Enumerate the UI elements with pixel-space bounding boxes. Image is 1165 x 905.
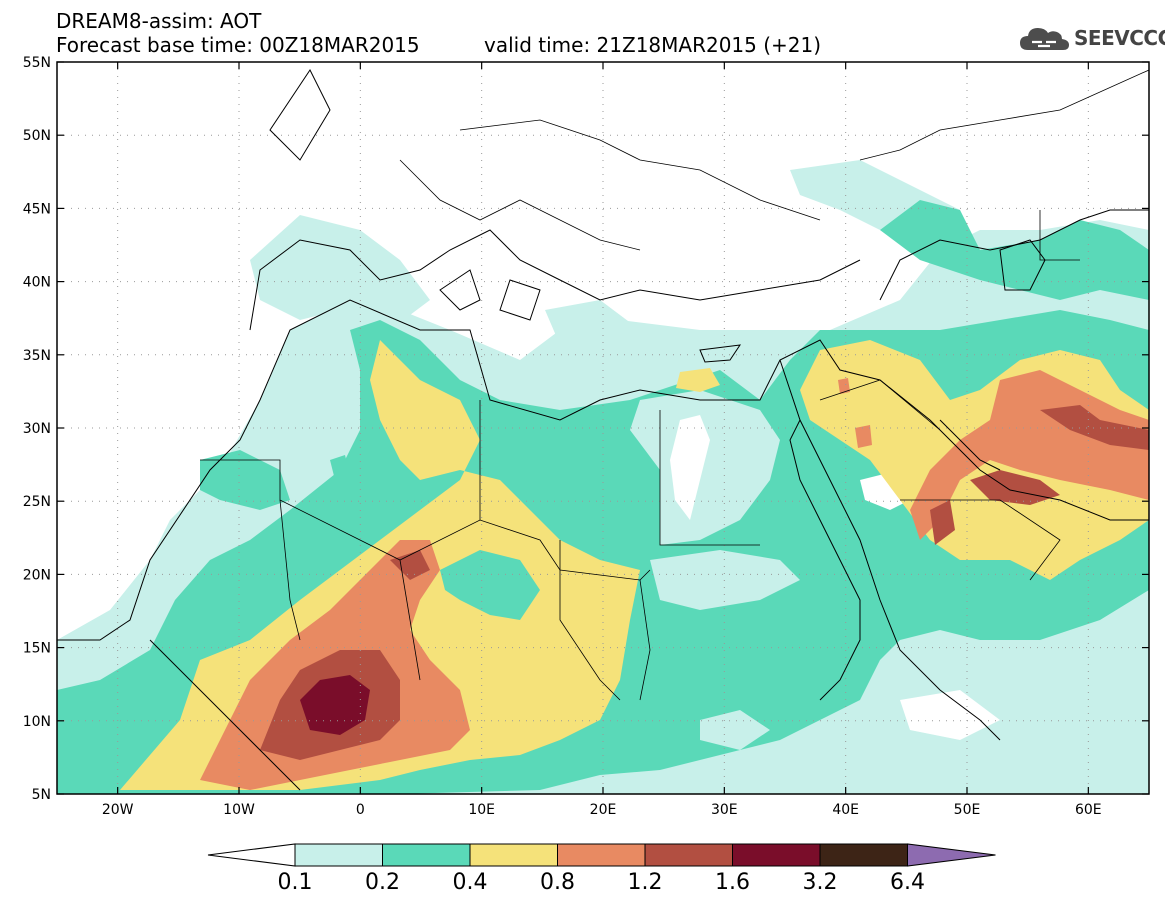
colorbar-segment <box>382 843 471 867</box>
colorbar-label: 6.4 <box>890 870 925 895</box>
lat-tick-label: 5N <box>32 787 51 803</box>
lat-tick-label: 15N <box>23 641 51 657</box>
valid-time: valid time: 21Z18MAR2015 (+21) <box>484 33 822 57</box>
colorbar-label: 0.4 <box>452 870 488 895</box>
colorbar-segment <box>469 843 558 867</box>
lat-tick-label: 20N <box>23 567 51 583</box>
country-borders <box>200 69 1149 701</box>
logo-text: SEEVCCC <box>1074 26 1165 50</box>
colorbar-over-triangle <box>907 843 996 867</box>
colorbar-segment <box>644 843 733 867</box>
lon-tick-label: 10W <box>223 802 255 818</box>
aot-band-1.6-3.2 <box>300 675 370 735</box>
colorbar-segment <box>557 843 646 867</box>
seevccc-logo: SEEVCCC <box>1018 22 1165 56</box>
lat-tick-label: 55N <box>23 55 51 71</box>
map-title: DREAM8-assim: AOT <box>56 9 262 33</box>
lon-tick-label: 20W <box>102 802 134 818</box>
coastlines <box>57 69 1149 791</box>
cloud-icon <box>1020 28 1069 50</box>
lat-tick-label: 40N <box>23 275 51 291</box>
colorbar-under-triangle <box>207 843 296 867</box>
latitude-ticks: 5N 10N 15N 20N 25N 30N 35N 40N 45N 50N 55N <box>23 55 1149 803</box>
colorbar-segment <box>819 843 908 867</box>
aot-band-0.1-0.2-inner <box>630 390 800 750</box>
colorbar-label: 1.2 <box>627 870 663 895</box>
lat-tick-label: 10N <box>23 714 51 730</box>
lat-tick-label: 25N <box>23 494 51 510</box>
lon-tick-label: 10E <box>468 802 495 818</box>
colorbar-label: 0.2 <box>365 870 400 895</box>
aot-band-0.2-0.4-inner <box>330 455 540 620</box>
lat-tick-label: 45N <box>23 201 51 217</box>
colorbar-label: 0.8 <box>540 870 575 895</box>
lon-tick-label: 30E <box>711 802 738 818</box>
lat-tick-label: 50N <box>23 128 51 144</box>
lon-tick-label: 0 <box>356 802 365 818</box>
colorbar-segment <box>732 843 821 867</box>
colorbar <box>207 843 996 867</box>
lat-tick-label: 35N <box>23 348 51 364</box>
colorbar-segment <box>294 843 383 867</box>
longitude-ticks: 20W 10W 0 10E 20E 30E 40E 50E 60E <box>102 62 1102 818</box>
lat-tick-label: 30N <box>23 421 51 437</box>
lon-tick-label: 50E <box>954 802 981 818</box>
lon-tick-label: 20E <box>590 802 617 818</box>
forecast-base-time: Forecast base time: 00Z18MAR2015 <box>56 33 420 57</box>
aot-band-below-0.1 <box>670 415 1000 740</box>
grid <box>57 62 1149 794</box>
lon-tick-label: 40E <box>832 802 859 818</box>
colorbar-label: 3.2 <box>802 870 838 895</box>
colorbar-label: 0.1 <box>277 870 313 895</box>
lon-tick-label: 60E <box>1075 802 1102 818</box>
colorbar-label: 1.6 <box>715 870 750 895</box>
